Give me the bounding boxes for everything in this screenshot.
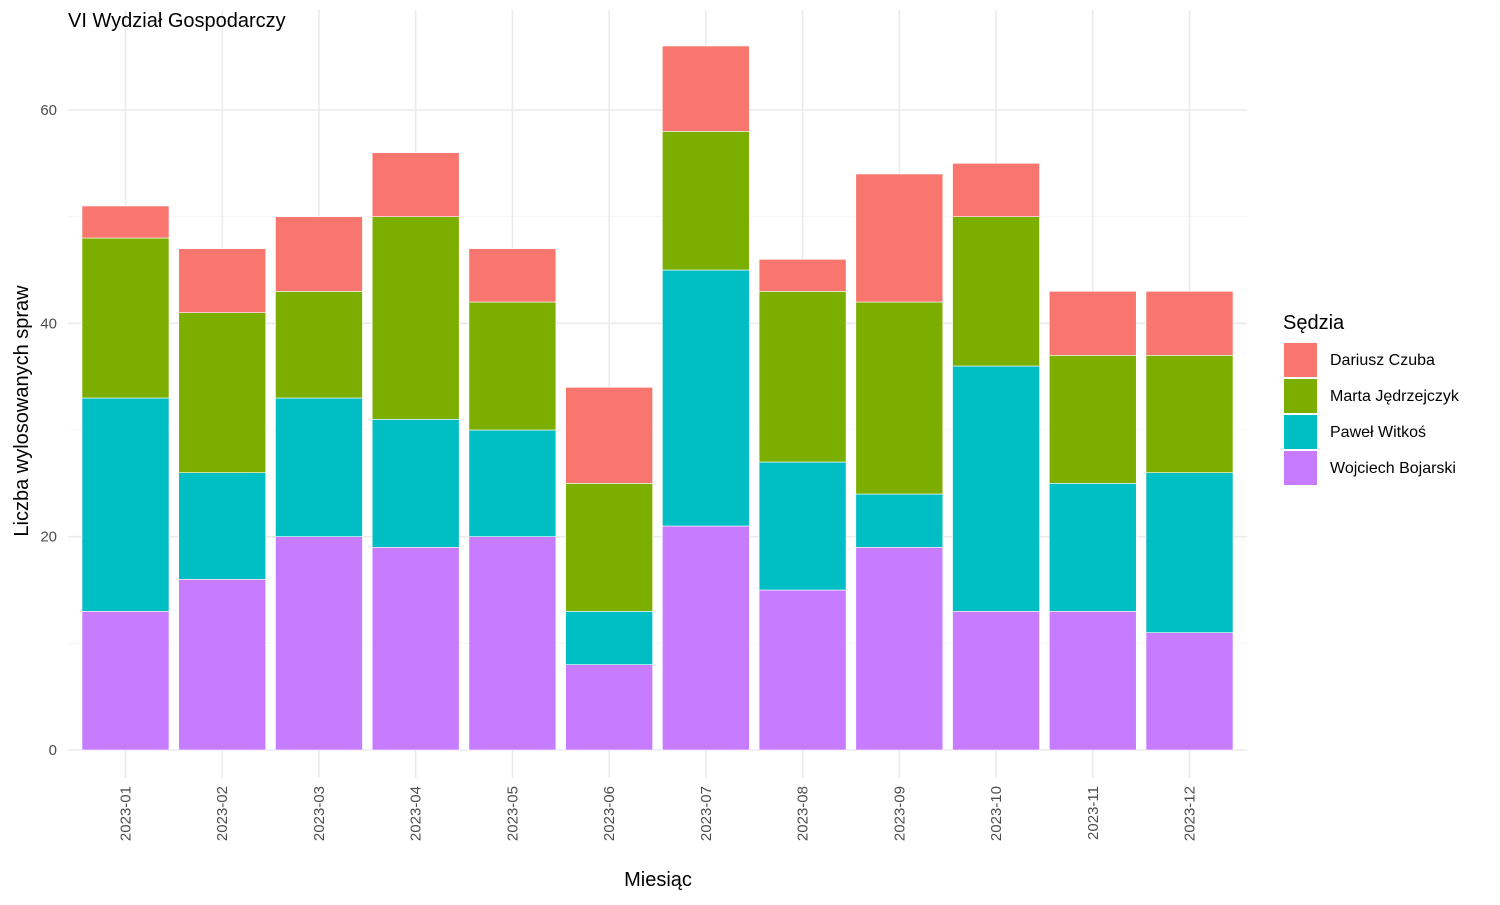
x-tick-label: 2023-04 [408, 786, 425, 841]
legend-label: Paweł Witkoś [1330, 424, 1426, 441]
bar-segment [565, 611, 653, 665]
y-axis-ticks: 0 20 40 60 [40, 102, 57, 759]
bar-segment [855, 493, 944, 548]
bar-segment [565, 387, 653, 484]
bar-segment [178, 472, 267, 580]
bar-segment [952, 611, 1040, 751]
bar-segment [178, 579, 267, 751]
x-axis-ticks: 2023-01 2023-02 2023-03 2023-04 2023-05 2023-… [118, 786, 1199, 841]
legend-key [1284, 451, 1317, 485]
bar-segment [81, 611, 170, 751]
x-tick-label: 2023-09 [891, 786, 908, 841]
x-tick-label: 2023-10 [988, 786, 1005, 841]
legend-key [1284, 343, 1317, 377]
bar-segment [952, 163, 1040, 217]
bar-segment [178, 248, 267, 313]
bar-segment [468, 248, 557, 303]
bar-segment [1048, 483, 1137, 612]
bar-segment [1145, 355, 1234, 473]
legend-title: Sędzia [1283, 312, 1345, 334]
x-tick-label: 2023-06 [601, 786, 618, 841]
bar-segment [758, 589, 847, 751]
y-tick-label: 20 [40, 529, 57, 546]
bar-segment [81, 237, 170, 399]
legend-label: Wojciech Bojarski [1330, 460, 1456, 477]
bar-segment [468, 536, 557, 751]
bar-segment [758, 291, 847, 463]
legend-key [1284, 415, 1317, 449]
bar-segment [275, 291, 363, 399]
bar-segment [371, 216, 460, 420]
chart-title: VI Wydział Gospodarczy [68, 10, 286, 32]
bar-segment [565, 483, 653, 612]
x-axis-title: Miesiąc [624, 869, 692, 891]
bar-segment [81, 205, 170, 239]
bar-segment [662, 131, 750, 271]
bar-segment [1048, 611, 1137, 751]
x-tick-label: 2023-11 [1085, 786, 1102, 840]
y-axis-title: Liczba wylosowanych spraw [11, 285, 33, 537]
bar-segment [1048, 355, 1137, 484]
y-tick-label: 60 [40, 102, 57, 119]
bar-segment [855, 301, 944, 495]
bar-segment [855, 173, 944, 303]
x-tick-label: 2023-02 [214, 786, 231, 841]
x-tick-label: 2023-07 [698, 786, 715, 841]
bar-segment [952, 216, 1040, 367]
bar-segment [662, 525, 750, 751]
legend-label: Dariusz Czuba [1330, 352, 1435, 369]
bar-segment [371, 547, 460, 751]
x-tick-label: 2023-12 [1182, 786, 1199, 841]
bar-segment [468, 429, 557, 537]
bar-segment [1145, 291, 1234, 356]
bar-segment [662, 269, 750, 527]
bar-segment [758, 259, 847, 292]
legend: Sędzia Dariusz Czuba Marta Jędrzejczyk Paw… [1283, 312, 1460, 485]
bar-segment [952, 365, 1040, 612]
x-tick-label: 2023-08 [795, 786, 812, 841]
bar-segment [758, 461, 847, 591]
bar-segment [275, 216, 363, 292]
y-tick-label: 0 [49, 742, 57, 759]
bar-segment [275, 536, 363, 751]
x-tick-label: 2023-01 [118, 786, 135, 841]
bar-segment [178, 312, 267, 473]
bar-segment [81, 397, 170, 612]
bar-segment [1145, 472, 1234, 633]
bar-segment [662, 45, 750, 132]
bar-segment [468, 301, 557, 431]
bar-segment [855, 547, 944, 751]
bar-segment [275, 397, 363, 537]
bar-segment [371, 152, 460, 217]
bars [81, 45, 1234, 751]
legend-key [1284, 379, 1317, 413]
x-tick-label: 2023-03 [311, 786, 328, 841]
bar-segment [1048, 291, 1137, 356]
bar-segment [1145, 632, 1234, 751]
bar-segment [371, 419, 460, 548]
legend-label: Marta Jędrzejczyk [1330, 388, 1460, 405]
x-tick-label: 2023-05 [504, 786, 521, 841]
y-tick-label: 40 [40, 315, 57, 332]
bar-segment [565, 664, 653, 751]
